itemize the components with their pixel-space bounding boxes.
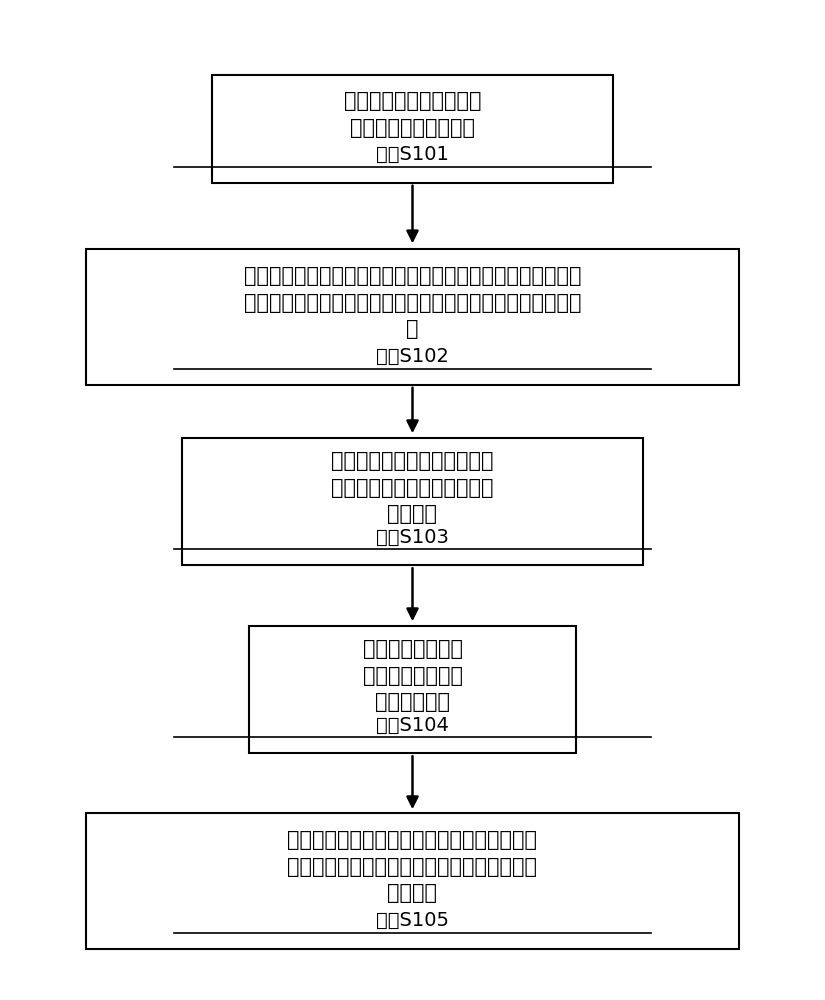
Text: 第一角度检测装置获取机器人的旋转角度并记为第一旋转角度
，第二角度检测装置获取机器人的旋转角度并记为第二旋转角
度: 第一角度检测装置获取机器人的旋转角度并记为第一旋转角度 ，第二角度检测装置获取机… bbox=[243, 266, 582, 339]
Text: 获取机器人的初始底盘轴距，根据第三旋转角
度、融合旋转角度以及初始底盘轴距得到标定
底盘轴距: 获取机器人的初始底盘轴距，根据第三旋转角 度、融合旋转角度以及初始底盘轴距得到标… bbox=[287, 830, 538, 903]
Text: 步骤S105: 步骤S105 bbox=[376, 911, 449, 930]
Bar bbox=[212, 75, 613, 183]
Text: 驱动左车轮和右车轮转动
使得机器人做圆周旋转: 驱动左车轮和右车轮转动 使得机器人做圆周旋转 bbox=[344, 91, 481, 138]
Bar bbox=[249, 626, 576, 753]
Text: 步骤S102: 步骤S102 bbox=[376, 347, 449, 366]
Text: 步骤S101: 步骤S101 bbox=[376, 145, 449, 164]
Bar bbox=[86, 813, 739, 949]
Text: 步骤S103: 步骤S103 bbox=[376, 528, 449, 547]
Bar bbox=[182, 438, 643, 565]
Text: 将所述第一旋转角度与所述第
二旋转角度进行修正得到融合
旋转角度: 将所述第一旋转角度与所述第 二旋转角度进行修正得到融合 旋转角度 bbox=[332, 451, 493, 524]
Bar bbox=[86, 249, 739, 385]
Text: 里程计获取机器人
的旋转角度并记为
第三旋转角度: 里程计获取机器人 的旋转角度并记为 第三旋转角度 bbox=[362, 639, 463, 712]
Text: 步骤S104: 步骤S104 bbox=[376, 716, 449, 735]
